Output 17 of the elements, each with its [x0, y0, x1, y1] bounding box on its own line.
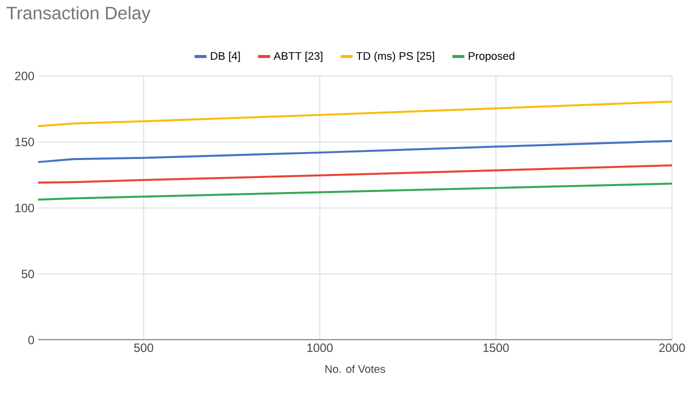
y-tick-label: 0: [28, 336, 34, 344]
x-axis-title: No. of Votes: [325, 364, 386, 373]
legend-label: DB [4]: [210, 52, 240, 62]
x-tick-label: 1500: [483, 344, 509, 352]
y-tick-label: 200: [15, 72, 34, 80]
x-tick-label: 1000: [307, 344, 333, 352]
line-series: [38, 140, 672, 164]
chart-title: Transaction Delay: [6, 6, 151, 23]
legend-label: TD (ms) PS [25]: [356, 52, 434, 62]
y-tick-label: 150: [15, 138, 34, 146]
legend-label: Proposed: [468, 52, 514, 62]
y-tick-label: 50: [22, 270, 34, 278]
line-series: [38, 100, 672, 128]
y-tick-label: 100: [15, 204, 34, 212]
legend-label: ABTT [23]: [274, 52, 322, 62]
x-tick-label: 500: [134, 344, 154, 352]
x-tick-label: 2000: [659, 344, 685, 352]
